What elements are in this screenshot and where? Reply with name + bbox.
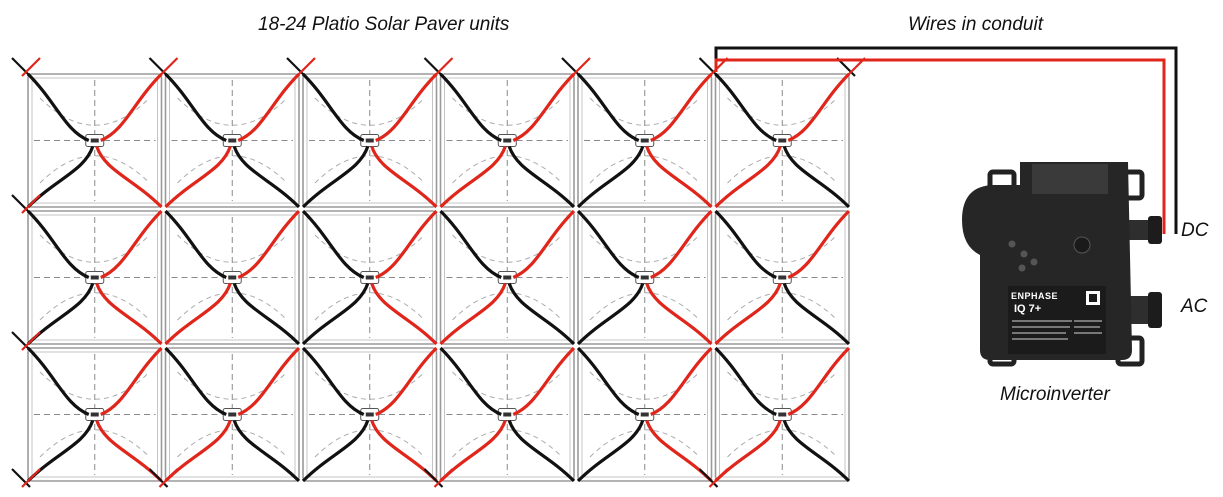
solar-paver-unit (27, 210, 163, 345)
paver-wire-pair (576, 209, 713, 346)
conduit-label: Wires in conduit (908, 14, 1043, 35)
paver-wire-pair (439, 346, 576, 483)
solar-paver-unit (439, 210, 575, 345)
solar-paver-unit (714, 347, 850, 482)
paver-wire-pair (714, 209, 851, 346)
paver-wire-pair (301, 209, 438, 346)
paver-wire-pair (301, 346, 438, 483)
ac-connector-cap (1148, 292, 1162, 328)
paver-wire-pair (164, 209, 301, 346)
paver-wire-pair (576, 72, 713, 209)
paver-wire-pair (164, 346, 301, 483)
dc-label: DC (1181, 220, 1209, 241)
wire-crossing (11, 468, 41, 488)
wire-crossing (148, 468, 179, 488)
solar-paver-unit (577, 347, 713, 482)
solar-paver-unit (714, 210, 850, 345)
solar-paver-unit (302, 210, 438, 345)
solar-paver-unit (714, 73, 850, 208)
ac-label: AC (1181, 296, 1208, 317)
paver-wire-pair (439, 72, 576, 209)
paver-array (27, 73, 850, 482)
wire-crossing (423, 468, 454, 488)
solar-paver-unit (27, 347, 163, 482)
solar-paver-unit (302, 73, 438, 208)
paver-wire-pair (301, 72, 438, 209)
wire-crossing (286, 57, 316, 77)
paver-units-label: 18-24 Platio Solar Paver units (258, 14, 510, 35)
paver-wire-pair (26, 209, 163, 346)
wire-crossing (698, 468, 729, 488)
inverter-brand-text: ENPHASE (1011, 291, 1059, 301)
solar-paver-unit (164, 210, 300, 345)
wire-crossing (148, 57, 179, 77)
paver-wire-pair (164, 72, 301, 209)
microinverter-label: Microinverter (1000, 384, 1110, 405)
dc-connector-cap (1148, 216, 1162, 244)
conduit-red-wire (714, 58, 1166, 234)
paver-wire-pair (714, 346, 851, 483)
inverter-model-text: IQ 7+ (1014, 303, 1042, 315)
inverter-round-port (1073, 236, 1091, 254)
wire-crossing (423, 57, 454, 77)
wire-crossing (561, 57, 591, 77)
wire-crossing (11, 331, 41, 351)
solar-paver-unit (164, 347, 300, 482)
wire-crossing (11, 194, 41, 214)
paver-wire-pair (439, 209, 576, 346)
conduit-wires (714, 46, 1178, 234)
inverter-top-panel (1032, 164, 1108, 194)
paver-wire-pair (714, 72, 851, 209)
conduit-black-wire (714, 46, 1178, 234)
solar-paver-unit (164, 73, 300, 208)
solar-paver-unit (577, 73, 713, 208)
solar-paver-unit (439, 347, 575, 482)
solar-paver-unit (302, 347, 438, 482)
wire-crossing (11, 57, 41, 77)
microinverter-device (962, 162, 1162, 367)
solar-paver-unit (439, 73, 575, 208)
solar-paver-unit (27, 73, 163, 208)
paver-wiring (11, 57, 866, 488)
solar-paver-unit (577, 210, 713, 345)
